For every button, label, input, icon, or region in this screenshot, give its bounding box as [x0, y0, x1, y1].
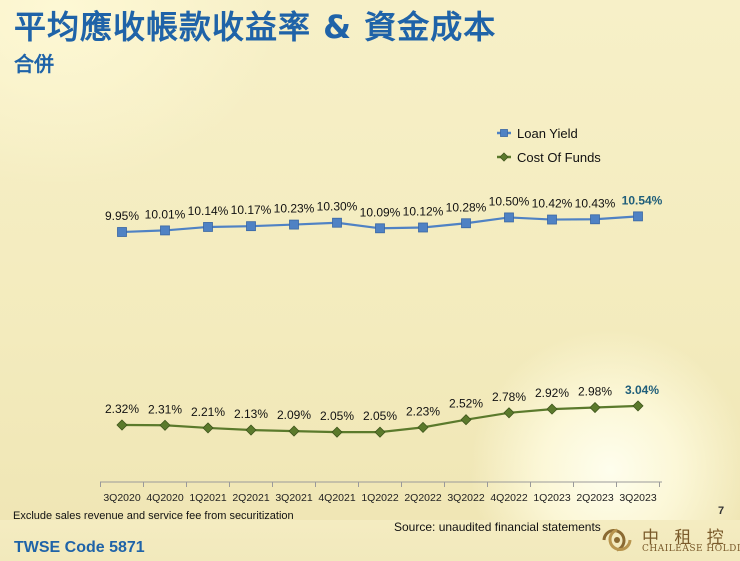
series-loan-yield: 9.95% 10.01% 10.14% 10.17% 10.23% 10.30% 10.09… [105, 193, 663, 237]
data-label-cost-of-funds: 2.32% [105, 402, 139, 416]
data-label-cost-of-funds: 2.31% [148, 402, 182, 416]
data-label-cost-of-funds: 2.09% [277, 408, 311, 422]
chailease-logo: 中 租 控 股 CHAILEASE HOLDING [598, 522, 740, 558]
data-point-cost-of-funds [159, 419, 171, 431]
series-cost-of-funds: 2.32% 2.31% 2.21% 2.13% 2.09% 2.05% 2.05% 2.23%… [105, 383, 659, 438]
data-point-loan-yield [418, 222, 428, 233]
data-point-loan-yield [633, 211, 643, 222]
x-tick-label-1Q2023: 1Q2023 [533, 492, 571, 504]
data-point-cost-of-funds [331, 426, 343, 438]
legend-label-cost-of-funds: Cost Of Funds [517, 150, 601, 165]
page-number: 7 [718, 505, 725, 517]
source-note: Source: unaudited financial statements [394, 520, 601, 534]
legend: Loan Yield Cost Of Funds [497, 126, 601, 165]
data-label-loan-yield: 10.42% [532, 197, 573, 211]
x-tick-label-4Q2022: 4Q2022 [490, 492, 528, 504]
data-label-loan-yield: 10.01% [145, 207, 186, 221]
x-tick-label-2Q2022: 2Q2022 [404, 492, 442, 504]
x-axis-ticks [100, 482, 660, 487]
data-label-loan-yield: 10.17% [231, 203, 272, 217]
chailease-logo-icon [602, 528, 632, 552]
legend-label-loan-yield: Loan Yield [517, 126, 578, 141]
data-point-cost-of-funds [202, 422, 214, 434]
data-point-loan-yield [117, 227, 127, 237]
legend-item-cost-of-funds: Cost Of Funds [497, 150, 601, 165]
data-point-loan-yield [461, 218, 471, 229]
data-label-cost-of-funds: 2.98% [578, 385, 612, 399]
x-axis-tick-labels: 3Q2020 4Q2020 1Q2021 2Q2021 3Q2021 4Q2021 1Q20… [103, 492, 657, 504]
data-label-cost-of-funds: 2.13% [234, 407, 268, 421]
x-tick-label-3Q2023: 3Q2023 [619, 492, 657, 504]
x-tick-label-2Q2023: 2Q2023 [576, 492, 614, 504]
x-tick-label-4Q2020: 4Q2020 [146, 492, 184, 504]
x-tick-label-3Q2021: 3Q2021 [275, 492, 313, 504]
x-tick-label-4Q2021: 4Q2021 [318, 492, 356, 504]
data-label-cost-of-funds: 3.04% [625, 383, 659, 397]
x-tick-label-2Q2021: 2Q2021 [232, 492, 270, 504]
data-point-loan-yield [246, 221, 256, 232]
data-point-cost-of-funds [589, 401, 601, 414]
data-point-loan-yield [203, 222, 213, 232]
series-layer: 9.95% 10.01% 10.14% 10.17% 10.23% 10.30% 10.09… [105, 193, 663, 438]
data-label-cost-of-funds: 2.23% [406, 404, 440, 418]
data-point-cost-of-funds [546, 403, 558, 415]
data-label-loan-yield: 10.43% [575, 196, 616, 210]
data-point-cost-of-funds [374, 426, 386, 438]
x-tick-label-3Q2020: 3Q2020 [103, 492, 141, 504]
data-label-loan-yield: 10.50% [489, 194, 530, 208]
twse-code: TWSE Code 5871 [14, 539, 145, 556]
data-point-loan-yield [590, 214, 600, 225]
legend-marker-cost-of-funds [499, 152, 509, 162]
data-point-loan-yield [289, 219, 299, 230]
data-label-cost-of-funds: 2.78% [492, 390, 526, 404]
data-point-cost-of-funds [460, 414, 472, 426]
legend-item-loan-yield: Loan Yield [497, 126, 578, 141]
data-point-cost-of-funds [632, 400, 644, 412]
x-tick-label-3Q2022: 3Q2022 [447, 492, 485, 504]
slide-subtitle: 合併 [14, 52, 54, 76]
data-point-cost-of-funds [417, 421, 429, 433]
data-label-loan-yield: 10.09% [360, 205, 401, 219]
footnote: Exclude sales revenue and service fee fr… [13, 510, 294, 522]
data-label-loan-yield: 9.95% [105, 209, 139, 223]
data-label-loan-yield: 10.28% [446, 200, 487, 214]
data-label-loan-yield: 10.54% [622, 193, 663, 207]
data-label-loan-yield: 10.14% [188, 204, 229, 218]
data-point-loan-yield [375, 223, 385, 234]
data-label-loan-yield: 10.30% [317, 200, 358, 214]
data-label-cost-of-funds: 2.21% [191, 405, 225, 419]
logo-chinese-text: 中 租 控 股 [642, 528, 740, 548]
data-label-cost-of-funds: 2.52% [449, 397, 483, 411]
data-point-loan-yield [332, 217, 342, 228]
data-point-loan-yield [160, 225, 170, 236]
data-point-loan-yield [504, 212, 514, 223]
data-label-cost-of-funds: 2.05% [320, 409, 354, 423]
data-label-loan-yield: 10.12% [403, 204, 444, 218]
data-label-cost-of-funds: 2.92% [535, 386, 569, 400]
data-point-cost-of-funds [116, 419, 128, 431]
data-point-cost-of-funds [503, 407, 515, 419]
data-point-loan-yield [547, 214, 557, 225]
data-point-cost-of-funds [288, 425, 300, 437]
x-tick-label-1Q2022: 1Q2022 [361, 492, 399, 504]
data-label-cost-of-funds: 2.05% [363, 409, 397, 423]
slide-title: 平均應收帳款收益率 & 資金成本 [14, 8, 497, 46]
data-point-cost-of-funds [245, 424, 257, 436]
x-tick-label-1Q2021: 1Q2021 [189, 492, 227, 504]
legend-marker-loan-yield [500, 129, 508, 137]
logo-english-text: CHAILEASE HOLDING [642, 544, 740, 554]
data-label-loan-yield: 10.23% [274, 202, 315, 216]
